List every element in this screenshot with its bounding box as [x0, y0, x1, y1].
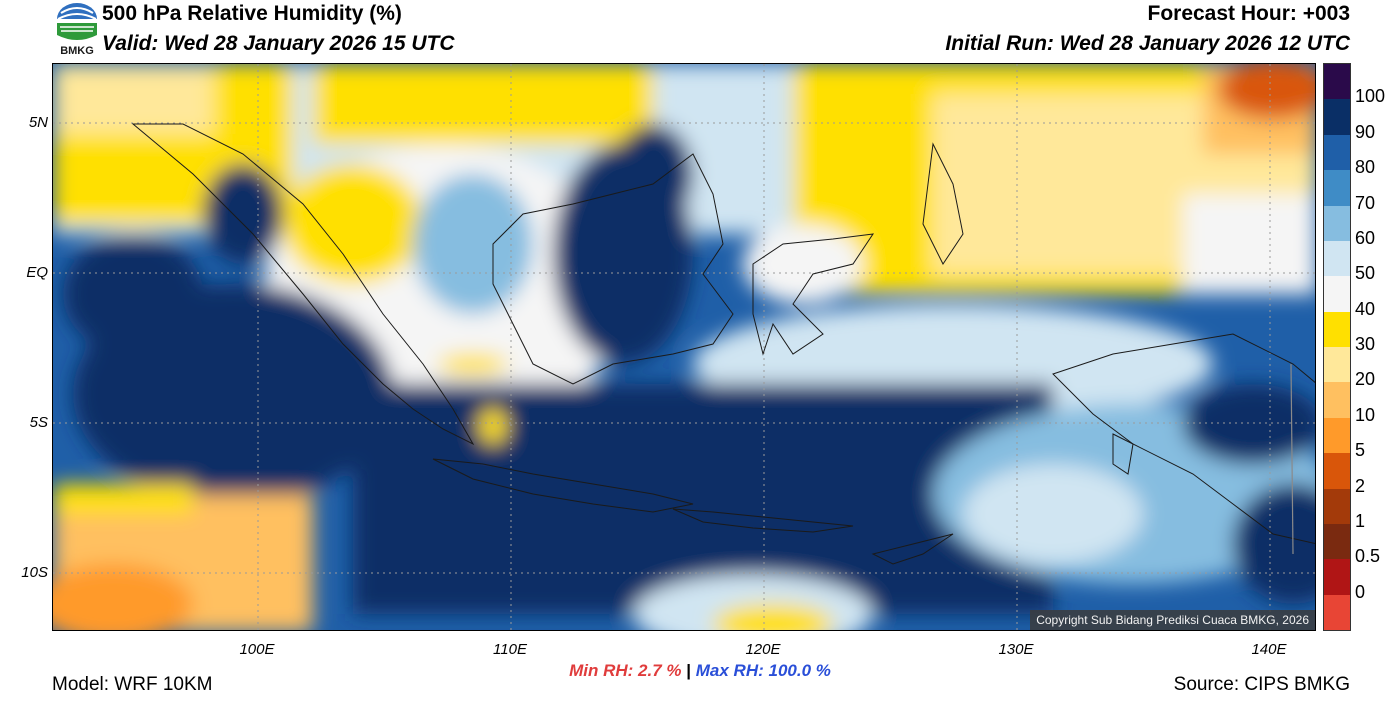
boundary-line	[1290, 363, 1294, 555]
lon-label-120e: 120E	[745, 641, 781, 658]
lat-label-10s: 10S	[21, 564, 48, 581]
colorbar-label: 10	[1355, 404, 1376, 425]
colorbar-label: 1	[1355, 510, 1366, 531]
min-rh-label: Min RH:	[569, 661, 634, 680]
lon-label-140e: 140E	[1251, 641, 1287, 658]
map-title: 500 hPa Relative Humidity (%)	[102, 2, 402, 25]
colorbar-swatch	[1324, 453, 1350, 489]
bmkg-emblem-icon	[57, 3, 97, 40]
lat-label-5s: 5S	[29, 414, 48, 431]
model-label: Model: WRF 10KM	[52, 674, 213, 695]
colorbar-swatch	[1324, 276, 1350, 312]
colorbar-label: 100	[1355, 86, 1386, 107]
source-label: Source: CIPS BMKG	[1173, 674, 1350, 695]
logo-label: BMKG	[60, 45, 94, 57]
colorbar-swatch	[1324, 134, 1350, 171]
colorbar-label: 90	[1355, 121, 1376, 142]
colorbar-swatch	[1324, 64, 1350, 100]
colorbar-swatch	[1324, 170, 1350, 206]
colorbar-swatch	[1324, 594, 1350, 630]
max-rh-label: Max RH:	[695, 661, 764, 680]
coastlines	[131, 123, 1315, 565]
colorbar-swatch	[1324, 240, 1350, 277]
colorbar-label: 5	[1355, 440, 1366, 461]
colorbar-label: 20	[1355, 369, 1376, 390]
colorbar-label: 40	[1355, 298, 1376, 319]
lat-label-eq: EQ	[26, 264, 48, 281]
colorbar-label: 70	[1355, 192, 1376, 213]
colorbar-label: 2	[1355, 475, 1366, 496]
valid-time: Valid: Wed 28 January 2026 15 UTC	[102, 32, 455, 55]
colorbar-label: 0.5	[1355, 546, 1381, 567]
colorbar-swatch	[1324, 488, 1350, 524]
colorbar-swatch	[1324, 99, 1350, 135]
minmax-separator: |	[686, 661, 692, 680]
colorbar-swatch	[1324, 347, 1350, 383]
min-rh-value: 2.7 %	[638, 661, 682, 680]
lon-label-100e: 100E	[239, 641, 275, 658]
colorbar	[1323, 63, 1351, 631]
lat-label-5n: 5N	[28, 114, 48, 131]
humidity-map: Copyright Sub Bidang Prediksi Cuaca BMKG…	[52, 63, 1316, 631]
initial-run: Initial Run: Wed 28 January 2026 12 UTC	[945, 32, 1350, 55]
forecast-hour: Forecast Hour: +003	[1147, 2, 1351, 25]
colorbar-label: 30	[1355, 334, 1376, 354]
bmkg-logo: BMKG	[52, 1, 102, 59]
lon-label-110e: 110E	[493, 641, 527, 658]
colorbar-swatch	[1324, 523, 1350, 560]
colorbar-label: 0	[1355, 581, 1366, 602]
colorbar-label: 50	[1355, 263, 1376, 284]
min-max-readout: Min RH: 2.7 % | Max RH: 100.0 %	[0, 661, 1400, 681]
humidity-field	[53, 64, 1315, 630]
colorbar-swatch	[1324, 559, 1350, 595]
colorbar-swatch	[1324, 205, 1350, 241]
colorbar-label: 80	[1355, 157, 1376, 178]
colorbar-label: 60	[1355, 227, 1376, 248]
graticule	[53, 64, 1315, 630]
lon-label-130e: 130E	[998, 641, 1034, 658]
colorbar-swatch	[1324, 311, 1350, 347]
colorbar-swatch	[1324, 382, 1350, 418]
copyright-note: Copyright Sub Bidang Prediksi Cuaca BMKG…	[1030, 610, 1315, 630]
max-rh-value: 100.0 %	[768, 661, 831, 680]
colorbar-swatch	[1324, 417, 1350, 454]
